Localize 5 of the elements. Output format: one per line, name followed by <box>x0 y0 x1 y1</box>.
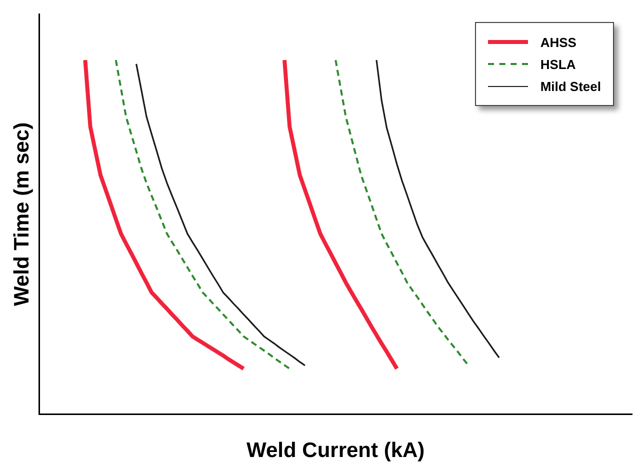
x-axis-title: Weld Current (kA) <box>246 439 425 462</box>
legend-label: AHSS <box>540 34 576 50</box>
legend-label: HSLA <box>540 56 576 72</box>
legend-label: Mild Steel <box>540 78 601 94</box>
y-axis-title: Weld Time (m sec) <box>10 122 34 306</box>
